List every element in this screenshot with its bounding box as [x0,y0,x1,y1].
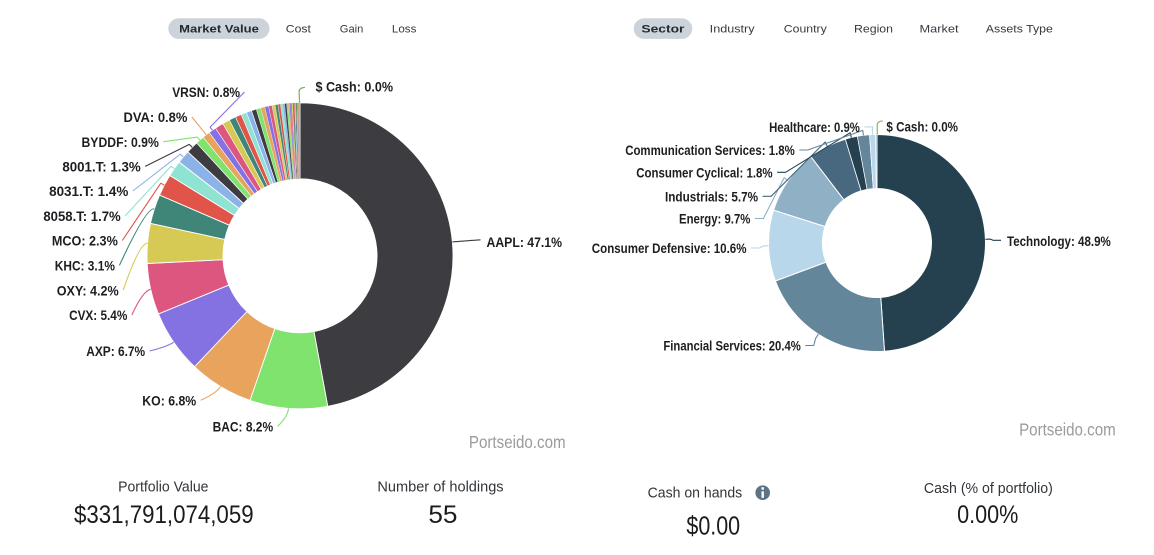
svg-text:8031.T: 1.4%: 8031.T: 1.4% [49,184,129,200]
svg-text:BAC: 8.2%: BAC: 8.2% [213,420,274,436]
svg-text:Industrials: 5.7%: Industrials: 5.7% [665,189,758,205]
svg-text:Cash on hands: Cash on hands [648,485,743,502]
svg-text:Cash (% of portfolio): Cash (% of portfolio) [924,481,1053,497]
svg-text:8058.T: 1.7%: 8058.T: 1.7% [43,209,121,225]
svg-text:Energy: 9.7%: Energy: 9.7% [679,212,751,228]
svg-text:Sector: Sector [641,24,685,36]
svg-text:Financial Services: 20.4%: Financial Services: 20.4% [663,339,801,355]
svg-text:Portseido.com: Portseido.com [469,432,566,452]
svg-text:KO: 6.8%: KO: 6.8% [142,393,196,409]
svg-text:Cost: Cost [286,24,312,36]
svg-text:Consumer Cyclical: 1.8%: Consumer Cyclical: 1.8% [636,165,773,181]
svg-text:AXP: 6.7%: AXP: 6.7% [86,344,145,360]
svg-text:$ Cash: 0.0%: $ Cash: 0.0% [886,119,958,135]
svg-text:0.00%: 0.00% [957,502,1018,529]
svg-text:Number of holdings: Number of holdings [377,480,503,496]
svg-text:BYDDF: 0.9%: BYDDF: 0.9% [82,135,160,151]
svg-text:55: 55 [428,501,457,529]
svg-text:VRSN: 0.8%: VRSN: 0.8% [172,85,240,101]
svg-text:$331,791,074,059: $331,791,074,059 [74,501,254,529]
svg-text:Market Value: Market Value [179,24,259,36]
svg-text:Portseido.com: Portseido.com [1019,420,1116,440]
svg-text:Gain: Gain [340,24,364,36]
svg-text:CVX: 5.4%: CVX: 5.4% [69,308,128,324]
svg-text:Communication Services: 1.8%: Communication Services: 1.8% [625,143,795,159]
svg-text:Consumer Defensive: 10.6%: Consumer Defensive: 10.6% [592,241,747,257]
svg-text:Industry: Industry [710,24,755,36]
svg-text:DVA: 0.8%: DVA: 0.8% [124,110,188,126]
svg-text:Assets Type: Assets Type [986,24,1053,36]
svg-text:Portfolio Value: Portfolio Value [118,480,208,496]
svg-text:Healthcare: 0.9%: Healthcare: 0.9% [769,120,860,136]
svg-text:KHC: 3.1%: KHC: 3.1% [55,259,115,275]
svg-text:$ Cash: 0.0%: $ Cash: 0.0% [316,79,394,95]
svg-text:Loss: Loss [392,24,417,36]
svg-text:Market: Market [920,24,960,36]
svg-text:Country: Country [784,24,827,36]
svg-text:AAPL: 47.1%: AAPL: 47.1% [487,235,563,251]
svg-text:Technology: 48.9%: Technology: 48.9% [1007,234,1111,250]
svg-text:Region: Region [854,24,893,36]
svg-text:$0.00: $0.00 [686,510,740,540]
svg-text:OXY: 4.2%: OXY: 4.2% [57,283,119,299]
svg-text:MCO: 2.3%: MCO: 2.3% [52,234,118,250]
svg-text:8001.T: 1.3%: 8001.T: 1.3% [62,160,141,176]
